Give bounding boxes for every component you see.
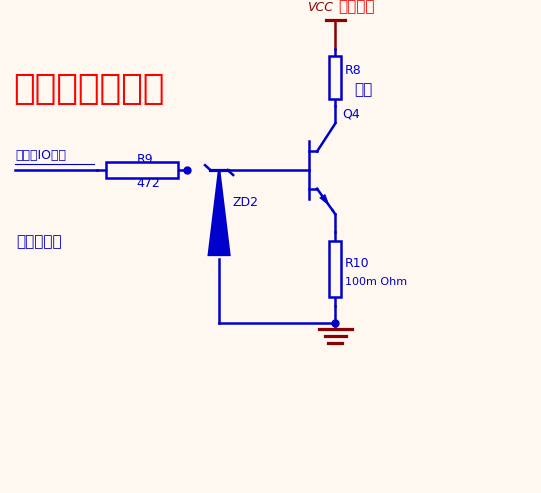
- Text: 稳压二极管: 稳压二极管: [16, 234, 62, 249]
- Text: R10: R10: [345, 257, 370, 270]
- Text: R8: R8: [345, 64, 362, 77]
- Text: 单片机IO引脚: 单片机IO引脚: [15, 149, 66, 162]
- Text: VCC: VCC: [307, 1, 333, 14]
- Bar: [329, 56, 341, 99]
- Bar: [329, 241, 341, 297]
- Text: 稳压管恒流电路: 稳压管恒流电路: [14, 72, 165, 106]
- Text: ZD2: ZD2: [233, 196, 259, 209]
- Bar: [106, 162, 177, 178]
- Text: R9: R9: [136, 153, 153, 166]
- Text: 可变电源: 可变电源: [338, 0, 374, 14]
- Text: 100m Ohm: 100m Ohm: [345, 278, 407, 287]
- Polygon shape: [320, 195, 329, 205]
- Text: Q4: Q4: [342, 108, 360, 121]
- Text: 472: 472: [136, 177, 160, 190]
- Text: 负载: 负载: [354, 82, 373, 98]
- Polygon shape: [209, 170, 229, 255]
